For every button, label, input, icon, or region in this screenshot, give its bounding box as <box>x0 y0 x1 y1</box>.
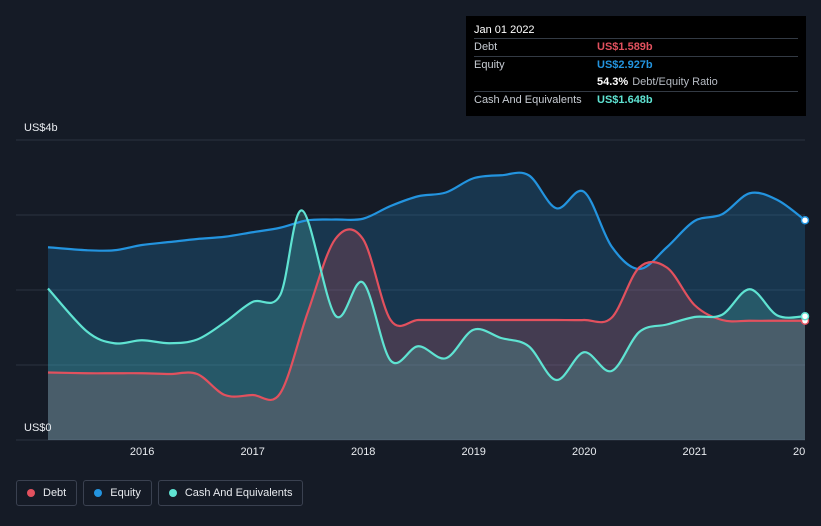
equity-end-marker <box>800 216 810 225</box>
cash-end-marker <box>800 312 810 321</box>
debt-line <box>47 228 805 402</box>
legend-cash-label: Cash And Equivalents <box>184 487 293 499</box>
legend-cash-toggle[interactable]: Cash And Equivalents <box>157 480 304 506</box>
x-tick-2019: 2019 <box>461 446 486 458</box>
tooltip-cash-label: Cash And Equivalents <box>474 94 582 106</box>
tooltip-debt-label: Debt <box>474 41 498 53</box>
end-markers <box>800 216 810 325</box>
debt-area <box>48 229 805 440</box>
tooltip-debt-value: US$1.589b <box>597 41 653 53</box>
legend-debt-toggle[interactable]: Debt <box>16 480 78 506</box>
grid-lines <box>16 139 805 441</box>
tooltip-ratio-label: Debt/Equity Ratio <box>632 76 718 88</box>
y-axis-top-label: US$4b <box>24 122 58 134</box>
equity-dot-icon <box>94 489 103 497</box>
y-axis-bottom-label: US$0 <box>24 422 52 434</box>
legend-equity-label: Equity <box>110 487 141 499</box>
tooltip-ratio-row: 54.3% Debt/Equity Ratio <box>474 74 798 91</box>
x-tick-2021: 2021 <box>682 446 707 458</box>
cash-line <box>47 209 806 382</box>
cash-area <box>48 210 805 440</box>
x-tick-2017: 2017 <box>240 446 265 458</box>
x-tick-2018: 2018 <box>350 446 376 458</box>
cash-dot-icon <box>168 489 177 497</box>
tooltip-ratio-value: 54.3% <box>597 76 629 88</box>
legend-equity-toggle[interactable]: Equity <box>83 480 152 506</box>
x-tick-2016: 2016 <box>129 446 155 458</box>
equity-line <box>47 171 806 271</box>
series-areas <box>48 172 805 440</box>
tooltip-date: Jan 01 2022 <box>474 24 535 36</box>
series-lines <box>47 171 806 402</box>
tooltip-equity-label: Equity <box>474 59 505 71</box>
debt-dot-icon <box>27 489 35 497</box>
x-tick-2020: 2020 <box>571 446 597 458</box>
equity-area <box>48 172 805 440</box>
tooltip-equity-value: US$2.927b <box>597 59 653 71</box>
tooltip-equity-row: Equity US$2.927b <box>474 56 798 74</box>
tooltip-cash-row: Cash And Equivalents US$1.648b <box>474 91 798 109</box>
data-tooltip: Jan 01 2022 Debt US$1.589b Equity US$2.9… <box>466 16 806 116</box>
chart-legend: Debt Equity Cash And Equivalents <box>16 480 304 506</box>
legend-debt-label: Debt <box>43 487 67 499</box>
tooltip-debt-row: Debt US$1.589b <box>474 38 798 56</box>
x-tick-20: 20 <box>793 446 806 458</box>
tooltip-cash-value: US$1.648b <box>597 94 653 106</box>
